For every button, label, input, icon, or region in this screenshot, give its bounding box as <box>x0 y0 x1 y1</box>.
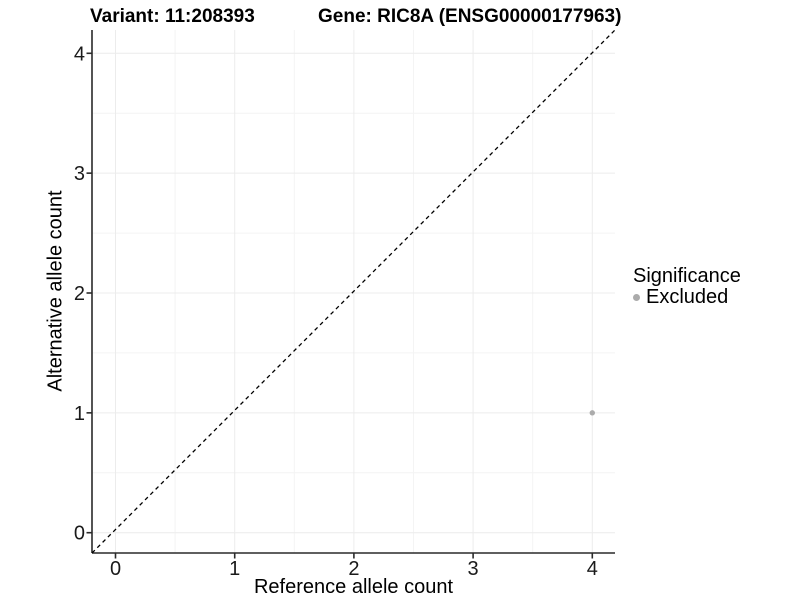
x-tick-label: 3 <box>468 558 479 580</box>
y-tick-label: 0 <box>74 523 85 545</box>
legend-item-excluded: Excluded <box>633 286 741 308</box>
legend-item-label: Excluded <box>646 286 729 308</box>
x-tick-label: 2 <box>348 558 359 580</box>
plot-title-variant: Variant: 11:208393 <box>90 6 255 27</box>
data-point <box>589 410 595 416</box>
x-tick-label: 4 <box>587 558 598 580</box>
legend-title: Significance <box>633 265 741 287</box>
y-axis-title: Alternative allele count <box>44 190 67 392</box>
y-tick-label: 2 <box>74 283 85 305</box>
y-tick-label: 4 <box>74 43 85 65</box>
legend-point-icon <box>633 294 640 301</box>
x-tick-label: 1 <box>229 558 240 580</box>
legend: Significance Excluded <box>633 265 741 308</box>
identity-line <box>91 29 616 554</box>
x-tick-label: 0 <box>110 558 121 580</box>
y-tick-label: 1 <box>74 403 85 425</box>
x-axis-title: Reference allele count <box>253 576 453 598</box>
plot-title-gene: Gene: RIC8A (ENSG00000177963) <box>318 6 622 27</box>
y-tick-label: 3 <box>74 163 85 185</box>
